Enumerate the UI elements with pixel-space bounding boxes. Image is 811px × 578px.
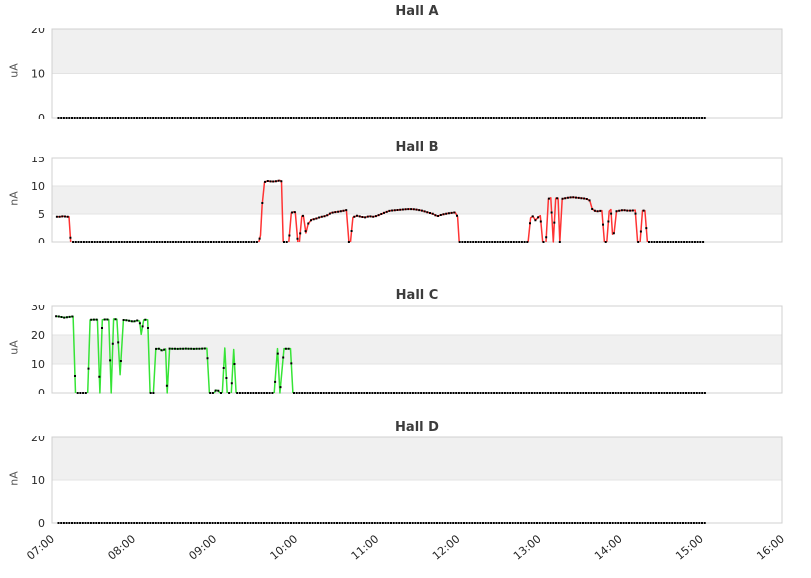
chart-title-hall-b: Hall B	[395, 140, 439, 155]
plot-area-hall-d: 0 10 20 07:00 08:00 09:00 10:00 11:00 12:00 13:00…	[24, 436, 787, 563]
chart-title-hall-c: Hall C	[395, 288, 439, 303]
plot-band	[52, 437, 782, 480]
chart-title-hall-a: Hall A	[395, 4, 439, 19]
plot-area-hall-a: 0 10 20	[31, 28, 783, 119]
plot-band	[52, 480, 782, 523]
y-tick-label: 5	[38, 208, 45, 221]
y-tick-label: 0	[38, 517, 45, 530]
plot-frame	[51, 28, 783, 119]
x-tick-label: 13:00	[511, 532, 544, 562]
plot-band	[52, 306, 782, 335]
x-tick-label: 14:00	[592, 532, 625, 562]
x-tick-label: 09:00	[186, 532, 219, 562]
y-tick-label: 20	[31, 28, 45, 36]
y-tick-label: 0	[38, 112, 45, 119]
y-tick-label: 20	[31, 329, 45, 342]
y-tick-label: 20	[31, 436, 45, 444]
x-tick-label: 12:00	[430, 532, 463, 562]
x-tick-label: 15:00	[673, 532, 706, 562]
plot-band	[52, 73, 782, 118]
plot-frame	[51, 157, 783, 243]
y-tick-label: 0	[38, 236, 45, 243]
x-tick-label: 08:00	[105, 532, 138, 562]
x-tick-label: 11:00	[349, 532, 382, 562]
y-tick-label: 10	[31, 180, 45, 193]
plot-frame	[51, 305, 783, 394]
y-tick-label: 30	[31, 305, 45, 313]
y-tick-label: 10	[31, 474, 45, 487]
x-tick-label: 16:00	[754, 532, 787, 562]
y-tick-label: 10	[31, 358, 45, 371]
plot-band	[52, 364, 782, 393]
plot-band	[52, 214, 782, 242]
plot-band	[52, 29, 782, 74]
y-tick-label: 10	[31, 68, 45, 81]
x-tick-label: 07:00	[24, 532, 57, 562]
y-tick-label: 15	[31, 157, 45, 165]
x-tick-label: 10:00	[268, 532, 301, 562]
plot-area-hall-b: 0 5 10 15	[31, 157, 783, 243]
plot-frame	[51, 436, 783, 524]
plot-area-hall-c: 0 10 20 30	[31, 305, 783, 394]
chart-title-hall-d: Hall D	[395, 420, 439, 435]
y-tick-label: 0	[38, 387, 45, 394]
plot-band	[52, 158, 782, 186]
